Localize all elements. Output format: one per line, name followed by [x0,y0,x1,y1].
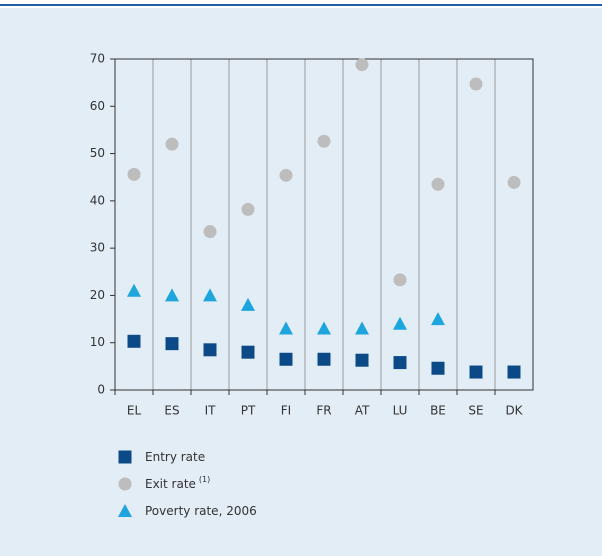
y-tick-label: 50 [90,146,105,160]
y-tick-label: 30 [90,241,105,255]
data-point [431,312,445,326]
x-tick-label: SE [468,404,483,418]
data-point [317,352,331,366]
y-tick-label: 40 [90,193,105,207]
legend-name: Entry rate [145,450,205,464]
legend-marker [118,450,132,464]
y-tick-label: 20 [90,288,105,302]
data-point [127,334,141,348]
data-point [393,356,407,370]
plot-frame [114,58,534,391]
data-point [469,365,483,379]
data-point [127,167,141,181]
legend-footnote: (1) [199,475,210,484]
data-point [317,134,331,148]
data-point [279,168,293,182]
data-point [165,337,179,351]
x-tick-label: FR [316,404,331,418]
data-point [241,202,255,216]
panel-background [0,8,602,556]
legend-label: Entry rate [145,450,205,464]
data-point [431,177,445,191]
data-point [165,137,179,151]
x-tick-label: DK [505,404,523,418]
data-point [279,352,293,366]
data-point [203,225,217,239]
y-tick-label: 0 [97,383,105,397]
x-tick-label: EL [127,404,142,418]
x-tick-label: IT [205,404,217,418]
data-point [507,365,521,379]
legend-name: Poverty rate, 2006 [145,504,257,518]
y-tick-label: 10 [90,335,105,349]
y-tick-label: 70 [90,52,105,66]
legend-marker [118,504,132,517]
y-tick-label: 60 [90,99,105,113]
top-rule [0,4,602,6]
x-tick-label: BE [430,404,446,418]
data-point [431,361,445,375]
legend-name: Exit rate [145,477,196,491]
data-point [241,345,255,359]
data-point [279,321,293,335]
legend-label: Poverty rate, 2006 [145,504,257,518]
x-tick-label: FI [281,404,291,418]
data-point [165,288,179,302]
x-tick-label: LU [393,404,408,418]
data-point [203,288,217,302]
data-point [393,273,407,287]
x-tick-label: PT [241,404,256,418]
data-point [127,283,141,297]
data-point [507,175,521,189]
data-point [241,297,255,311]
data-point [317,321,331,335]
x-tick-label: ES [164,404,179,418]
x-tick-label: AT [355,404,370,418]
legend-marker [118,477,132,491]
data-point [203,343,217,357]
data-point [355,321,369,335]
data-point [469,77,483,91]
data-point [355,58,369,72]
legend-label: Exit rate (1) [145,475,210,491]
data-point [393,316,407,330]
data-point [355,353,369,367]
